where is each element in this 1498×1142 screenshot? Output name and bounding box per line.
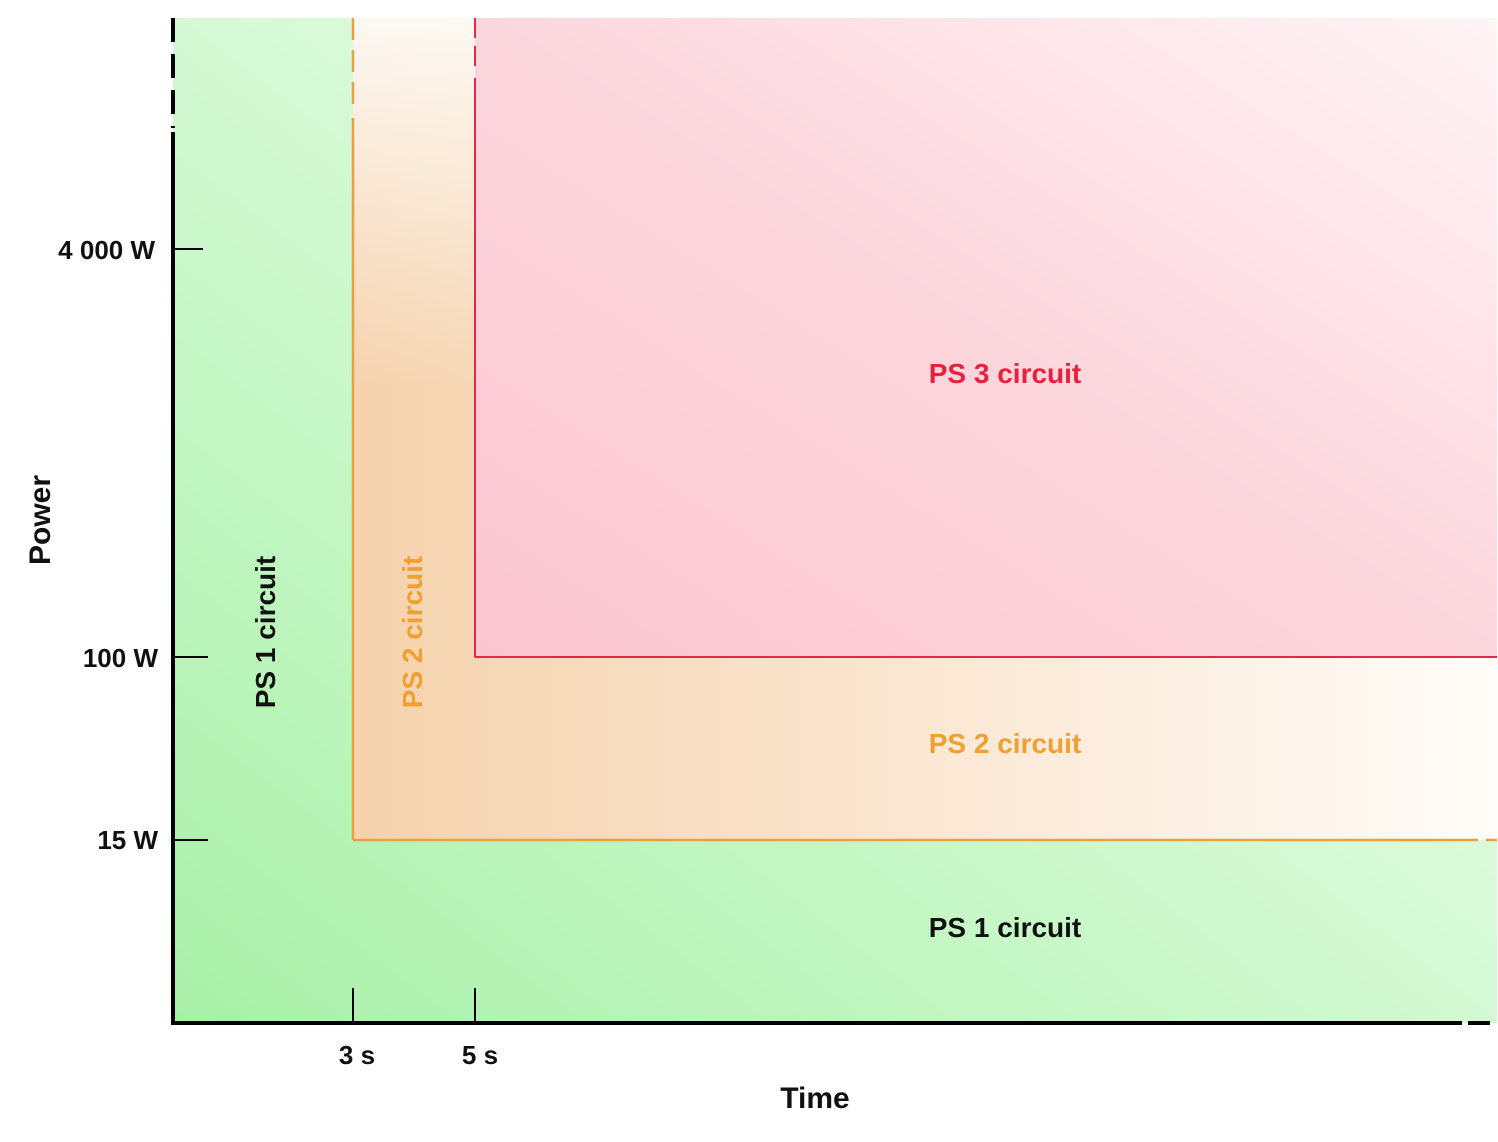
y-axis-title: Power: [24, 475, 57, 565]
ps1-region-label-horizontal: PS 1 circuit: [929, 912, 1082, 943]
y-tick-label-4000w: 4 000 W: [58, 235, 155, 265]
axes-layer: [171, 18, 1497, 1025]
ps3-region-label: PS 3 circuit: [929, 358, 1082, 389]
y-tick-label-15w: 15 W: [97, 825, 158, 855]
ps1-region-label-vertical: PS 1 circuit: [250, 556, 281, 709]
y-tick-label-100w: 100 W: [83, 643, 159, 673]
regions-layer: [173, 18, 1497, 1023]
x-axis-title: Time: [780, 1082, 849, 1115]
ps2-region-label-horizontal: PS 2 circuit: [929, 728, 1082, 759]
boundaries-layer: [351, 18, 1497, 842]
ps3-region: [475, 18, 1497, 657]
x-tick-label-3s: 3 s: [339, 1040, 375, 1070]
ps2-region-label-vertical: PS 2 circuit: [397, 556, 428, 709]
x-tick-label-5s: 5 s: [462, 1040, 498, 1070]
